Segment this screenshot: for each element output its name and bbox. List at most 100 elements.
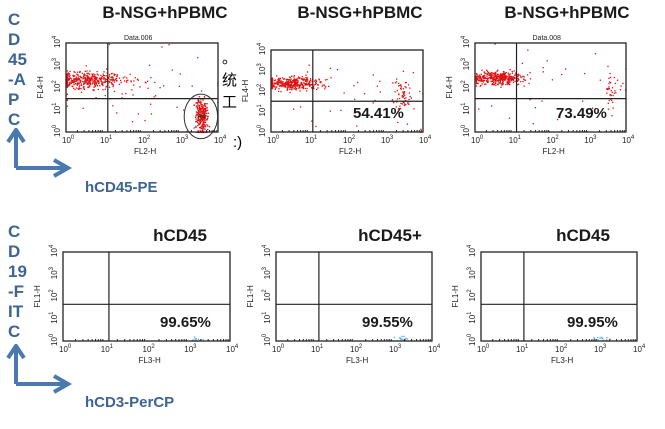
data-point: [293, 80, 295, 82]
data-point: [205, 112, 207, 114]
data-point: [291, 80, 293, 83]
x-tick-label: 100: [471, 135, 484, 145]
data-point: [203, 102, 206, 105]
data-point: [294, 80, 297, 82]
data-point: [497, 83, 499, 86]
data-point: [288, 84, 290, 86]
data-point: [494, 73, 496, 76]
data-point: [403, 97, 406, 100]
data-point: [276, 81, 278, 83]
y-label-letter: C: [8, 10, 21, 29]
data-point: [207, 115, 209, 118]
data-point: [286, 85, 289, 87]
data-point: [284, 85, 286, 87]
data-point: [516, 73, 518, 76]
data-point: [299, 76, 301, 79]
quadrant-percentage: 54.41%: [353, 105, 404, 122]
data-point: [86, 75, 89, 77]
data-point: [292, 86, 294, 88]
data-point: [475, 77, 478, 79]
data-point: [478, 79, 480, 82]
data-point: [102, 81, 104, 83]
data-point: [406, 123, 409, 125]
data-point: [391, 99, 394, 101]
data-point: [87, 82, 89, 84]
data-point: [286, 87, 289, 89]
data-point: [102, 73, 104, 75]
data-point: [504, 76, 507, 79]
data-point: [276, 86, 278, 88]
data-point: [88, 85, 91, 88]
data-point: [476, 78, 479, 80]
x-tick-label: 104: [419, 135, 432, 145]
data-point: [68, 84, 70, 86]
plot-title: B-NSG+hPBMC: [504, 3, 630, 22]
data-point: [108, 73, 111, 76]
data-point: [197, 124, 199, 127]
data-point: [200, 102, 202, 104]
data-point: [393, 336, 395, 339]
data-point: [199, 108, 201, 111]
data-point: [486, 78, 489, 80]
data-point: [179, 73, 182, 75]
data-point: [197, 99, 199, 102]
data-point: [105, 80, 107, 83]
data-point: [487, 72, 489, 74]
y-tick-label: 101: [52, 102, 62, 115]
y-label-letter: D: [8, 30, 21, 49]
data-point: [69, 77, 72, 79]
data-point: [523, 85, 525, 87]
data-point: [101, 77, 103, 80]
data-point: [201, 104, 203, 106]
data-point: [199, 119, 201, 121]
plot-frame: [275, 251, 433, 342]
data-point: [71, 81, 73, 83]
data-point: [271, 83, 274, 86]
data-point: [76, 73, 78, 75]
data-point: [104, 88, 106, 90]
data-point: [528, 82, 530, 85]
data-point: [101, 83, 103, 85]
data-point: [402, 88, 405, 90]
y-axis-label: FL4-H: [445, 76, 454, 98]
data-point: [202, 122, 205, 124]
x-tick-label: 103: [381, 135, 394, 145]
data-point: [305, 80, 307, 82]
data-point: [77, 74, 79, 76]
data-point: [80, 77, 82, 79]
data-point: [487, 77, 489, 80]
data-point: [493, 75, 495, 77]
data-point: [139, 86, 141, 88]
data-point: [78, 86, 80, 88]
data-point: [111, 76, 113, 79]
data-point: [420, 128, 422, 131]
data-point: [78, 78, 80, 80]
data-point: [206, 103, 208, 105]
data-point: [606, 88, 608, 90]
x-tick-label: 103: [176, 135, 189, 145]
data-point: [308, 64, 310, 66]
data-point: [486, 80, 488, 82]
data-point: [108, 43, 111, 46]
data-point: [490, 72, 493, 74]
data-point: [75, 80, 77, 82]
data-point: [203, 118, 205, 120]
data-point: [200, 127, 202, 129]
data-point: [204, 125, 206, 127]
data-point: [281, 77, 284, 79]
data-point: [501, 83, 504, 86]
data-point: [397, 121, 399, 123]
data-point: [402, 95, 405, 97]
data-point: [310, 83, 313, 86]
data-point: [277, 83, 280, 85]
data-point: [112, 83, 114, 85]
data-point: [607, 108, 610, 110]
data-point: [92, 80, 94, 83]
data-point: [291, 82, 293, 84]
data-point: [402, 91, 404, 93]
data-point: [501, 73, 503, 75]
data-point: [297, 84, 299, 87]
data-point: [279, 84, 281, 86]
data-point: [502, 77, 504, 79]
data-point: [66, 84, 69, 87]
